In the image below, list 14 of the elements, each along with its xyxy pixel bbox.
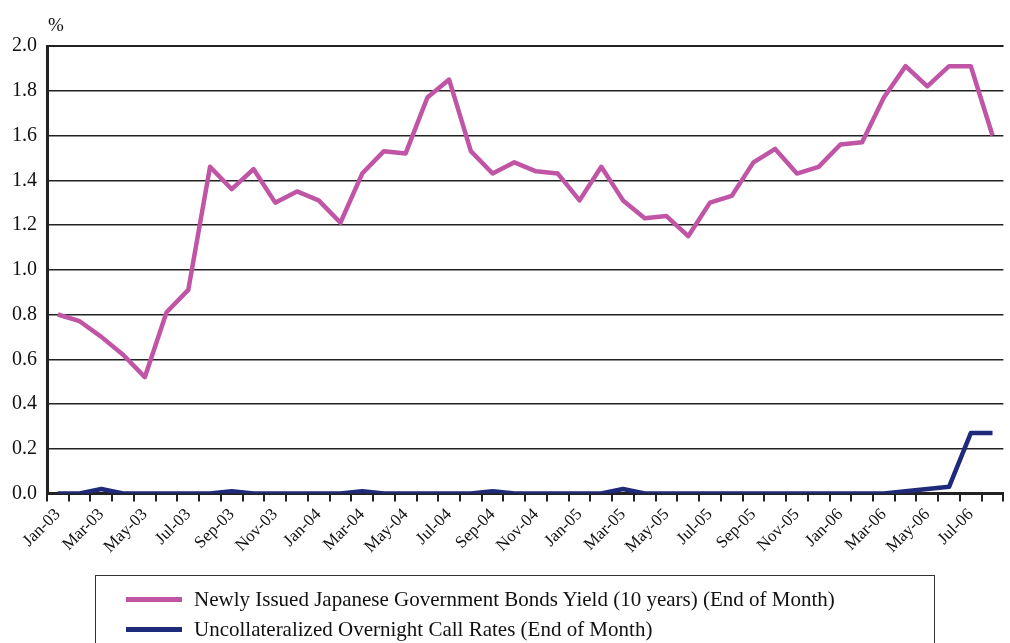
y-tick-label: 0.8: [12, 301, 37, 324]
y-tick-label: 0.4: [12, 391, 37, 414]
y-tick-label: 0.0: [12, 480, 37, 503]
y-tick-label: 1.8: [12, 78, 37, 100]
y-tick-label: 0.2: [12, 436, 37, 459]
y-axis-title: %: [48, 14, 64, 36]
y-tick-label: 1.0: [12, 257, 37, 280]
y-tick-label: 2.0: [12, 33, 37, 56]
y-tick-label: 0.6: [12, 346, 37, 369]
y-tick-label: 1.6: [12, 122, 37, 145]
y-tick-label: 1.2: [12, 212, 37, 235]
y-tick-label: 1.4: [12, 167, 37, 190]
legend-label: Uncollateralized Overnight Call Rates (End of Month): [194, 616, 653, 642]
legend-label: Newly Issued Japanese Government Bonds Yield (10 years) (End of Month): [194, 586, 835, 612]
